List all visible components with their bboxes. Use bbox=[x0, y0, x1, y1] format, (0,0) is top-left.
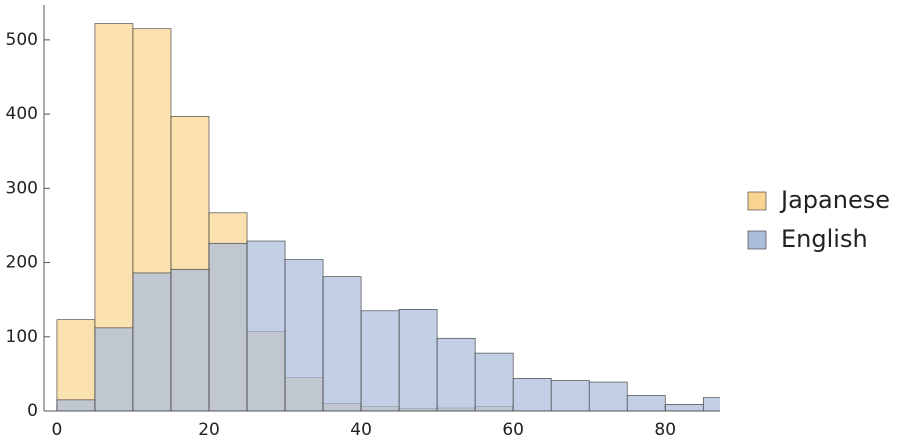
bar bbox=[588, 381, 628, 412]
legend-label: Japanese bbox=[779, 186, 890, 214]
bar bbox=[246, 240, 286, 412]
bar bbox=[512, 378, 552, 412]
legend-label: English bbox=[781, 225, 868, 253]
bar bbox=[56, 399, 96, 412]
bar bbox=[94, 327, 134, 412]
y-tick-label: 200 bbox=[6, 253, 38, 273]
x-tick-label: 80 bbox=[654, 420, 676, 440]
bar bbox=[474, 352, 514, 412]
bar bbox=[360, 310, 400, 412]
bar bbox=[322, 276, 362, 412]
x-tick-label: 20 bbox=[198, 420, 220, 440]
bar bbox=[284, 259, 324, 412]
x-tick-label: 0 bbox=[52, 420, 63, 440]
y-tick-label: 400 bbox=[6, 104, 38, 124]
bar bbox=[132, 272, 172, 412]
plot-area bbox=[56, 23, 720, 412]
bar bbox=[56, 319, 96, 412]
y-tick-label: 100 bbox=[6, 327, 38, 347]
legend-swatch bbox=[747, 230, 767, 250]
bar bbox=[170, 268, 210, 412]
bar bbox=[550, 380, 590, 412]
y-tick-label: 0 bbox=[27, 401, 38, 421]
bar bbox=[436, 337, 476, 412]
y-tick-label: 300 bbox=[6, 178, 38, 198]
x-tick-label: 40 bbox=[350, 420, 372, 440]
bar bbox=[208, 242, 248, 412]
x-tick-label: 60 bbox=[502, 420, 524, 440]
y-tick-label: 500 bbox=[6, 30, 38, 50]
bar bbox=[702, 397, 720, 412]
legend-swatch bbox=[747, 191, 767, 211]
bar bbox=[664, 404, 704, 412]
bar bbox=[398, 309, 438, 412]
bar bbox=[626, 395, 666, 412]
